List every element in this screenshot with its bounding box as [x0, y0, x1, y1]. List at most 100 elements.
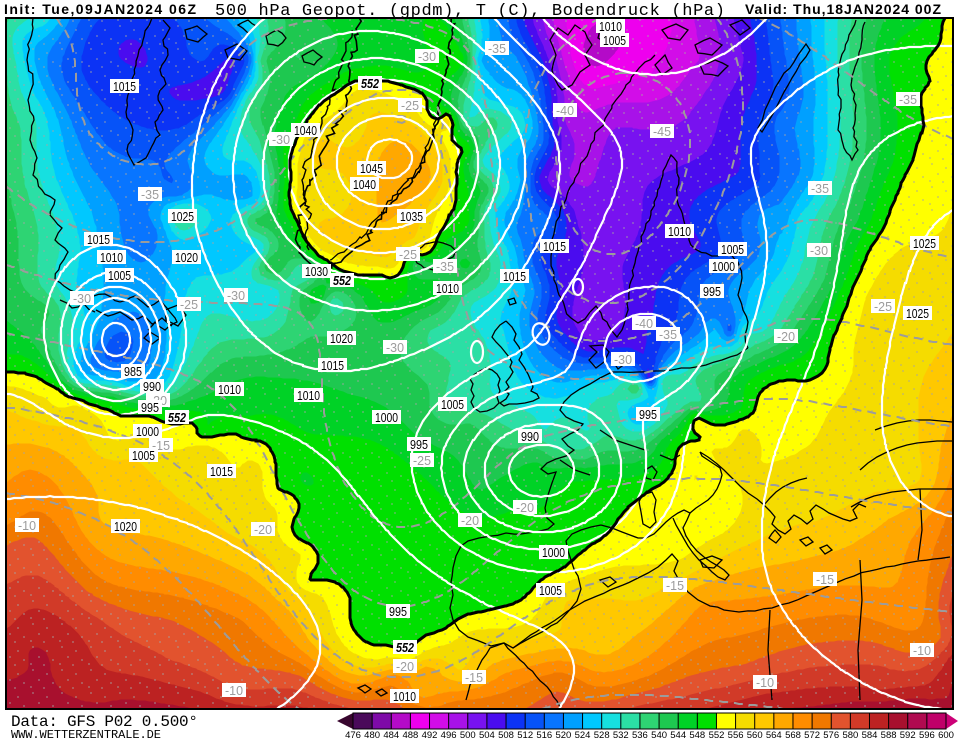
svg-text:500: 500 — [460, 730, 476, 741]
svg-text:588: 588 — [881, 730, 897, 741]
svg-text:1010: 1010 — [218, 382, 241, 397]
svg-text:1015: 1015 — [113, 79, 136, 94]
svg-text:580: 580 — [842, 730, 858, 741]
svg-text:1040: 1040 — [294, 123, 317, 138]
svg-text:1010: 1010 — [599, 19, 622, 34]
svg-text:990: 990 — [521, 429, 539, 444]
svg-text:528: 528 — [594, 730, 610, 741]
svg-text:Valid: Thu,18JAN2024 00Z: Valid: Thu,18JAN2024 00Z — [745, 1, 941, 17]
svg-text:532: 532 — [613, 730, 629, 741]
svg-text:-20: -20 — [396, 659, 414, 674]
svg-text:-30: -30 — [272, 132, 290, 147]
svg-text:-30: -30 — [73, 291, 91, 306]
svg-text:504: 504 — [479, 730, 495, 741]
svg-text:-15: -15 — [465, 670, 483, 685]
svg-text:496: 496 — [441, 730, 457, 741]
svg-text:1005: 1005 — [721, 242, 744, 257]
svg-text:1015: 1015 — [87, 232, 110, 247]
svg-text:480: 480 — [364, 730, 380, 741]
svg-text:995: 995 — [639, 407, 657, 422]
svg-text:552: 552 — [396, 640, 415, 655]
svg-text:592: 592 — [900, 730, 916, 741]
svg-text:WWW.WETTERZENTRALE.DE: WWW.WETTERZENTRALE.DE — [11, 728, 161, 741]
svg-text:-30: -30 — [227, 288, 245, 303]
svg-text:-35: -35 — [659, 327, 677, 342]
svg-text:-25: -25 — [399, 247, 417, 262]
svg-text:600: 600 — [938, 730, 954, 741]
svg-text:508: 508 — [498, 730, 514, 741]
svg-text:-10: -10 — [913, 643, 931, 658]
svg-text:1010: 1010 — [297, 388, 320, 403]
svg-text:1015: 1015 — [503, 269, 526, 284]
svg-text:520: 520 — [555, 730, 571, 741]
svg-text:524: 524 — [575, 730, 591, 741]
svg-text:-30: -30 — [386, 340, 404, 355]
svg-text:-10: -10 — [756, 675, 774, 690]
svg-text:995: 995 — [703, 284, 721, 299]
svg-text:1010: 1010 — [393, 689, 416, 704]
svg-text:-20: -20 — [777, 329, 795, 344]
svg-text:544: 544 — [670, 730, 686, 741]
svg-text:995: 995 — [389, 604, 407, 619]
svg-text:Init: Tue,09JAN2024 06Z: Init: Tue,09JAN2024 06Z — [4, 1, 196, 17]
svg-text:1000: 1000 — [542, 545, 565, 560]
svg-text:572: 572 — [804, 730, 820, 741]
svg-text:-35: -35 — [436, 259, 454, 274]
svg-text:-30: -30 — [614, 352, 632, 367]
svg-text:1005: 1005 — [441, 397, 464, 412]
svg-text:492: 492 — [422, 730, 438, 741]
svg-text:-40: -40 — [635, 316, 653, 331]
svg-text:-10: -10 — [18, 518, 36, 533]
svg-text:-15: -15 — [816, 572, 834, 587]
svg-text:488: 488 — [402, 730, 418, 741]
svg-text:556: 556 — [728, 730, 744, 741]
svg-text:1020: 1020 — [175, 250, 198, 265]
svg-text:1000: 1000 — [375, 410, 398, 425]
svg-text:540: 540 — [651, 730, 667, 741]
svg-text:516: 516 — [536, 730, 552, 741]
svg-text:1025: 1025 — [171, 209, 194, 224]
svg-text:-35: -35 — [141, 187, 159, 202]
svg-text:-30: -30 — [418, 49, 436, 64]
svg-text:1040: 1040 — [353, 177, 376, 192]
svg-text:500 hPa Geopot. (gpdm), T (C),: 500 hPa Geopot. (gpdm), T (C), Bodendruc… — [215, 2, 725, 21]
svg-text:584: 584 — [862, 730, 878, 741]
svg-text:536: 536 — [632, 730, 648, 741]
svg-text:995: 995 — [141, 400, 159, 415]
svg-text:552: 552 — [333, 273, 352, 288]
svg-text:1020: 1020 — [114, 519, 137, 534]
svg-text:1020: 1020 — [330, 331, 353, 346]
svg-text:1010: 1010 — [668, 224, 691, 239]
svg-text:-30: -30 — [810, 243, 828, 258]
svg-text:-35: -35 — [488, 41, 506, 56]
svg-text:990: 990 — [143, 379, 161, 394]
svg-text:568: 568 — [785, 730, 801, 741]
svg-text:1005: 1005 — [108, 268, 131, 283]
svg-text:1025: 1025 — [906, 306, 929, 321]
svg-text:985: 985 — [124, 364, 142, 379]
svg-text:484: 484 — [383, 730, 399, 741]
svg-text:1005: 1005 — [132, 448, 155, 463]
svg-text:Data: GFS P02 0.500°: Data: GFS P02 0.500° — [11, 713, 198, 731]
svg-text:1025: 1025 — [913, 236, 936, 251]
svg-text:-45: -45 — [653, 124, 671, 139]
svg-text:1005: 1005 — [603, 33, 626, 48]
svg-text:512: 512 — [517, 730, 533, 741]
svg-text:-35: -35 — [899, 92, 917, 107]
svg-text:-15: -15 — [666, 578, 684, 593]
svg-text:1015: 1015 — [321, 358, 344, 373]
svg-text:1005: 1005 — [539, 583, 562, 598]
svg-text:1030: 1030 — [305, 264, 328, 279]
svg-text:552: 552 — [361, 76, 380, 91]
svg-text:1000: 1000 — [712, 259, 735, 274]
svg-text:1015: 1015 — [210, 464, 233, 479]
svg-text:576: 576 — [823, 730, 839, 741]
svg-text:476: 476 — [345, 730, 361, 741]
svg-text:1010: 1010 — [436, 281, 459, 296]
svg-text:1035: 1035 — [400, 209, 423, 224]
svg-text:-10: -10 — [225, 683, 243, 698]
svg-text:560: 560 — [747, 730, 763, 741]
svg-text:-20: -20 — [461, 513, 479, 528]
svg-text:-20: -20 — [516, 500, 534, 515]
svg-text:552: 552 — [168, 410, 187, 425]
